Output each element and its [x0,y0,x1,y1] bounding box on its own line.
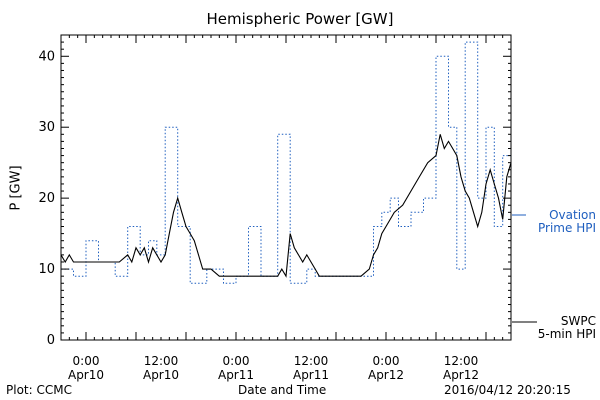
plot-frame [60,34,512,341]
chart-title: Hemispheric Power [GW] [206,10,394,28]
x-tick-label-time: 0:00 [73,354,100,368]
series-line-ovation-prime [61,41,511,284]
y-axis-label: P [GW] [8,165,24,211]
y-tick-label: 20 [38,191,55,206]
legend-swpc-label-line1: SWPC [560,314,596,328]
y-tick-label: 0 [47,333,55,348]
x-tick-label-time: 12:00 [144,354,179,368]
x-tick-label-date: Apr11 [218,368,254,382]
x-tick-label-date: Apr12 [443,368,479,382]
plot-timestamp: 2016/04/12 20:20:15 [444,383,571,397]
y-tick-label: 30 [38,120,55,135]
y-tick-label: 40 [38,49,55,64]
x-tick-label-date: Apr10 [68,368,104,382]
legend-marks [512,214,537,323]
x-tick-label-date: Apr11 [293,368,329,382]
legend-ovation-label-line1: Ovation [549,208,596,222]
chart-axes [60,34,512,341]
x-tick-label-time: 12:00 [294,354,329,368]
y-tick-label: 10 [38,262,55,277]
legend-ovation-label-line2: Prime HPI [538,221,596,235]
x-tick-label-date: Apr10 [143,368,179,382]
legend-swpc-label-line2: 5-min HPI [537,327,596,341]
series-line-swpc [60,134,512,278]
x-tick-label-date: Apr12 [368,368,404,382]
series-layer [60,41,512,284]
plot-credit: Plot: CCMC [6,383,72,397]
x-axis-label: Date and Time [238,383,327,397]
x-tick-label-time: 0:00 [223,354,250,368]
tick-layer: 0102030400:00Apr1012:00Apr100:00Apr1112:… [38,35,512,382]
x-tick-label-time: 0:00 [373,354,400,368]
x-tick-label-time: 12:00 [444,354,479,368]
